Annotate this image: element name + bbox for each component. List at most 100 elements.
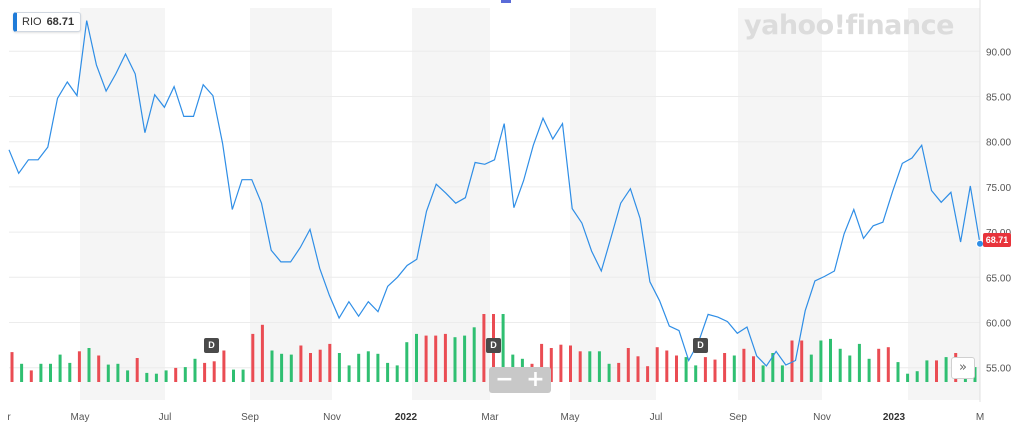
volume-bar — [126, 370, 130, 382]
volume-bar — [626, 348, 630, 382]
y-tick-label: 60.00 — [986, 319, 1011, 330]
volume-bar — [886, 347, 890, 382]
volume-bar — [154, 373, 158, 382]
x-tick-label: r — [7, 412, 11, 423]
ticker-symbol: RIO — [22, 16, 42, 28]
volume-bar — [597, 351, 601, 382]
volume-bar — [434, 335, 438, 382]
volume-bar — [77, 351, 81, 382]
volume-bar — [29, 370, 33, 382]
month-bands — [80, 8, 980, 400]
volume-bar — [549, 348, 553, 382]
volume-bar — [135, 358, 139, 382]
dividend-marker[interactable]: D — [693, 338, 708, 353]
volume-bar — [780, 365, 784, 382]
volume-bar — [713, 359, 717, 382]
ticker-badge[interactable]: RIO 68.71 — [13, 12, 82, 32]
volume-bar — [684, 357, 688, 382]
volume-bar — [49, 363, 52, 382]
volume-bar — [761, 365, 765, 382]
zoom-in-button[interactable]: + — [523, 367, 549, 393]
gridlines — [9, 0, 981, 402]
x-tick-label: Sep — [729, 412, 747, 423]
volume-bar — [742, 348, 746, 382]
volume-bar — [559, 344, 563, 382]
volume-bar — [260, 324, 264, 382]
ticker-value: 68.71 — [46, 16, 75, 28]
x-tick-label: May — [561, 412, 580, 423]
volume-bar — [251, 333, 255, 382]
volume-bar — [280, 353, 284, 382]
month-band — [80, 8, 165, 400]
y-tick-label: 85.00 — [986, 93, 1011, 104]
volume-bar — [424, 335, 428, 382]
x-tick-label: Nov — [323, 412, 341, 423]
volume-bar — [915, 371, 919, 382]
volume-bar — [694, 365, 698, 382]
volume-bar — [386, 362, 390, 382]
y-tick-label: 90.00 — [986, 47, 1011, 58]
volume-bar — [241, 369, 245, 382]
volume-bar — [675, 355, 678, 382]
month-band — [908, 8, 980, 400]
x-tick-label: Mar — [481, 412, 499, 423]
volume-bar — [145, 372, 149, 382]
x-tick-label: Sep — [241, 412, 259, 423]
dividend-marker[interactable]: D — [204, 338, 219, 353]
y-tick-label: 65.00 — [986, 273, 1011, 284]
volume-bar — [39, 363, 43, 382]
volume-bar — [925, 360, 929, 382]
volume-bar — [578, 351, 582, 382]
volume-bar — [203, 362, 207, 382]
volume-bar — [463, 335, 467, 382]
dividend-marker[interactable]: D — [486, 338, 501, 353]
volume-bar — [443, 333, 447, 382]
volume-bar — [106, 364, 110, 382]
volume-bar — [501, 314, 505, 382]
top-marker — [501, 0, 511, 3]
volume-bar — [857, 343, 861, 382]
yahoo-finance-logo: yahoo!finance — [744, 10, 954, 41]
volume-bar — [309, 353, 312, 382]
x-tick-label: Jul — [159, 412, 172, 423]
x-tick-label: Nov — [813, 412, 831, 423]
volume-bar — [212, 361, 216, 382]
volume-bar — [183, 367, 187, 382]
x-tick-label: 2022 — [395, 412, 418, 423]
volume-bar — [607, 363, 611, 382]
scroll-right-button[interactable]: » — [951, 357, 975, 379]
volume-bar — [973, 367, 977, 382]
volume-bar — [809, 354, 813, 382]
x-axis-ticks: r May Jul Sep Nov 2022 Mar May Jul Sep Nov 2023 M — [7, 412, 984, 423]
volume-bar — [58, 354, 62, 382]
volume-bar — [800, 340, 804, 382]
volume-bar — [376, 353, 380, 382]
volume-bar — [877, 348, 881, 382]
volume-bar — [732, 355, 736, 382]
volume-bar — [790, 340, 794, 382]
volume-bar — [232, 369, 235, 382]
volume-bar — [289, 354, 293, 382]
volume-bar — [896, 362, 900, 382]
volume-bar — [299, 345, 303, 382]
volume-bar — [819, 340, 823, 382]
x-tick-label: 2023 — [883, 412, 906, 423]
volume-bar — [97, 355, 101, 382]
volume-bar — [655, 347, 659, 382]
volume-bar — [116, 363, 120, 382]
zoom-out-button[interactable]: − — [492, 367, 518, 393]
volume-bar — [838, 348, 842, 382]
volume-bar — [771, 353, 775, 382]
volume-bar — [944, 357, 948, 382]
volume-bar — [665, 350, 669, 382]
y-tick-label: 55.00 — [986, 364, 1011, 375]
volume-bar — [222, 350, 226, 382]
volume-bar — [68, 362, 72, 382]
volume-bar — [472, 327, 476, 382]
zoom-controls: − + — [489, 367, 551, 393]
x-tick-label: May — [71, 412, 90, 423]
volume-bar — [366, 351, 370, 382]
volume-bar — [164, 370, 168, 382]
